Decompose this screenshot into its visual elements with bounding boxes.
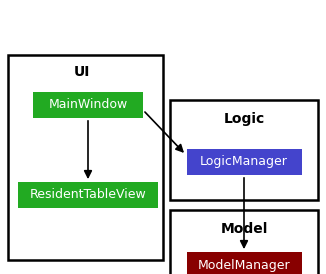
- Text: MainWindow: MainWindow: [48, 98, 127, 112]
- Text: Model: Model: [220, 222, 268, 236]
- Text: LogicManager: LogicManager: [200, 156, 288, 169]
- Text: UI: UI: [74, 65, 90, 79]
- Text: Logic: Logic: [223, 112, 265, 126]
- Bar: [170, 210, 318, 274]
- Bar: [186, 149, 302, 175]
- Bar: [170, 100, 318, 200]
- Bar: [8, 55, 163, 260]
- Bar: [33, 92, 143, 118]
- Text: ResidentTableView: ResidentTableView: [30, 189, 146, 201]
- Bar: [18, 182, 158, 208]
- Text: ModelManager: ModelManager: [198, 258, 290, 272]
- Bar: [186, 252, 302, 274]
